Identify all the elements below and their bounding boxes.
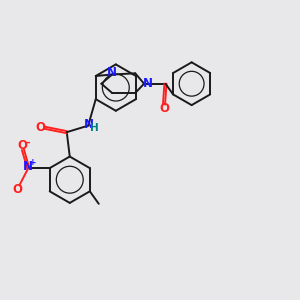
Text: N: N [84, 118, 94, 131]
Text: O: O [36, 121, 46, 134]
Text: H: H [90, 123, 99, 133]
Text: N: N [142, 77, 153, 90]
Text: O: O [13, 183, 23, 196]
Text: O: O [159, 102, 169, 115]
Text: N: N [23, 160, 33, 173]
Text: -: - [25, 137, 30, 147]
Text: +: + [28, 158, 36, 167]
Text: O: O [17, 139, 27, 152]
Text: N: N [107, 66, 117, 79]
